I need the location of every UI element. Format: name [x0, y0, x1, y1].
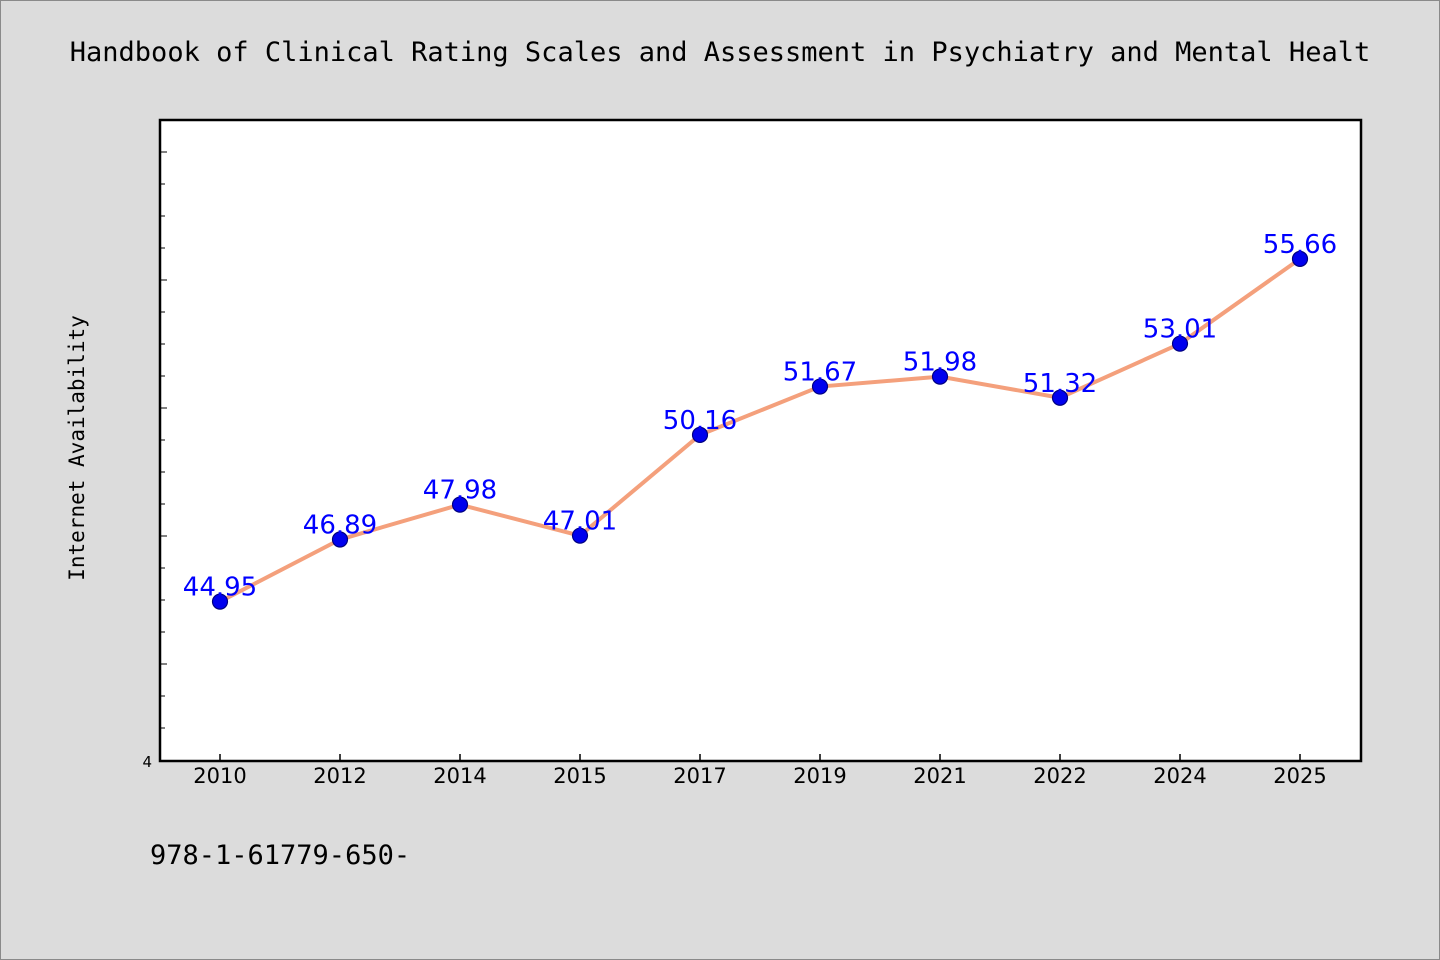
footer-text: 978-1-61779-650-	[150, 840, 410, 871]
data-label: 47.98	[423, 476, 497, 506]
x-tick-label: 2010	[193, 764, 246, 788]
data-point	[211, 593, 229, 610]
chart-title: Handbook of Clinical Rating Scales and A…	[70, 37, 1370, 68]
x-tick-label: 2014	[433, 764, 486, 788]
x-tick-label: 2022	[1033, 764, 1086, 788]
x-tick-label: 2019	[793, 764, 846, 788]
x-tick-label: 2015	[553, 764, 606, 788]
y-axis-min-label: 4	[142, 753, 152, 771]
data-point	[931, 368, 949, 385]
data-label: 55.66	[1263, 230, 1337, 260]
data-point	[1291, 250, 1309, 267]
data-point	[331, 531, 349, 548]
data-point	[1171, 335, 1189, 352]
x-axis-ticks	[219, 754, 1301, 761]
x-tick-label: 2021	[913, 764, 966, 788]
data-label: 44.95	[183, 573, 257, 603]
data-label: 51.67	[783, 358, 857, 388]
data-point	[811, 378, 829, 395]
data-label: 46.89	[303, 511, 377, 541]
data-label: 51.32	[1023, 369, 1097, 399]
data-point	[1051, 389, 1069, 406]
data-label: 47.01	[543, 507, 617, 537]
x-axis-labels: 2010 2012 2014 2015 2017 2019 2021 2022 2024 2025	[193, 764, 1326, 788]
y-axis-label: Internet Availability	[65, 315, 89, 581]
series-line	[218, 256, 1302, 604]
data-label: 50.16	[663, 406, 737, 436]
data-point	[571, 527, 589, 544]
x-tick-label: 2017	[673, 764, 726, 788]
x-tick-label: 2012	[313, 764, 366, 788]
y-axis-ticks	[160, 151, 167, 729]
series-layer: 44.95 46.89 47.98 47.01 50.16 51.67 51.98 51.32…	[183, 230, 1337, 610]
data-label: 53.01	[1143, 315, 1217, 345]
data-label: 51.98	[903, 348, 977, 378]
data-point	[691, 426, 709, 443]
data-point	[451, 496, 469, 513]
x-tick-label: 2024	[1153, 764, 1206, 788]
plot-area	[158, 118, 1363, 763]
x-tick-label: 2025	[1273, 764, 1326, 788]
